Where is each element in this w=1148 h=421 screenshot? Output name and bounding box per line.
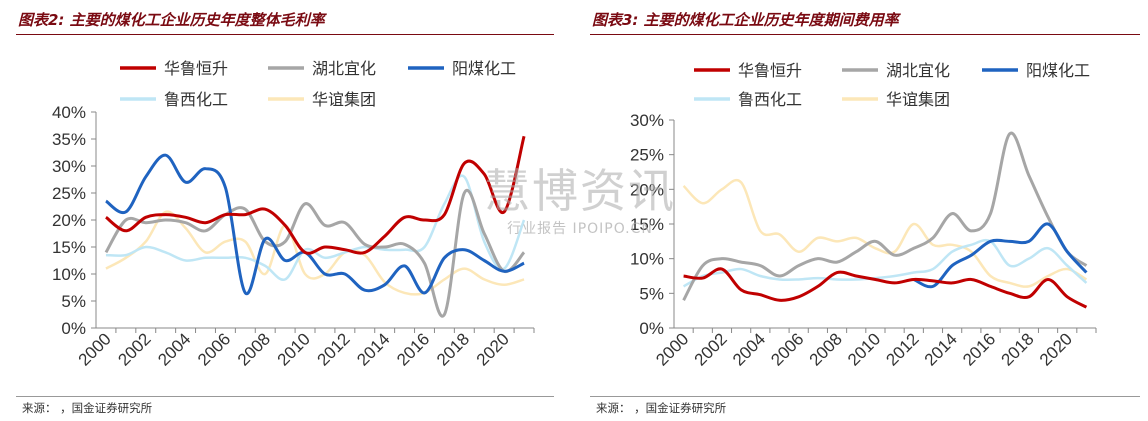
y-tick-label: 15%	[630, 215, 664, 234]
expense-ratio-line-chart: 0%5%10%15%20%25%30%200020022004200620082…	[630, 61, 1097, 370]
x-tick-label: 2012	[882, 329, 922, 369]
legend-label: 鲁西化工	[738, 90, 802, 109]
x-tick-label: 2002	[114, 329, 154, 369]
x-tick-label: 2020	[473, 329, 513, 369]
x-tick-label: 2018	[433, 329, 473, 369]
y-tick-label: 30%	[52, 157, 86, 176]
title-rule	[16, 34, 554, 35]
x-tick-label: 2010	[844, 329, 884, 369]
y-tick-label: 10%	[630, 250, 664, 269]
x-tick-label: 2008	[234, 329, 274, 369]
chart-panel-gross-margin: 图表2: 主要的煤化工企业历史年度整体毛利率 0% 5% 10% 15% 20% 25% 3…	[0, 0, 562, 421]
x-tick-label: 2010	[274, 329, 314, 369]
y-tick-label: 35%	[52, 130, 86, 149]
legend-label: 华鲁恒升	[738, 61, 802, 80]
y-tick-label: 5%	[61, 292, 86, 311]
y-tick-label: 20%	[52, 211, 86, 230]
series-line-3	[682, 238, 1088, 288]
legend-label: 华谊集团	[312, 90, 376, 109]
source-rule	[16, 396, 554, 397]
series-line-1	[104, 188, 526, 318]
x-tick-label: 2006	[767, 329, 807, 369]
legend-label: 湖北宜化	[886, 61, 950, 80]
gross-margin-line-chart: 0%5%10%15%20%25%30%35%40%2000 2002 2004 200…	[52, 59, 535, 370]
x-tick-label: 2012	[314, 329, 354, 369]
y-tick-label: 0%	[61, 319, 86, 338]
legend-label: 华鲁恒升	[164, 59, 228, 78]
legend-label: 阳煤化工	[1026, 61, 1090, 80]
series-line-0	[683, 267, 1088, 309]
source-note: 来源： ，国金证券研究所	[596, 401, 727, 415]
y-tick-label: 25%	[52, 184, 86, 203]
series-line-1	[682, 131, 1088, 301]
y-tick-label: 5%	[639, 284, 664, 303]
chart-title: 图表2: 主要的煤化工企业历史年度整体毛利率	[18, 11, 325, 29]
series-line-0	[105, 135, 526, 255]
x-tick-label: 2008	[806, 329, 846, 369]
title-rule	[590, 34, 1140, 35]
x-tick-label: 2016	[393, 329, 433, 369]
source-rule	[590, 396, 1140, 397]
x-tick-label: 2020	[1036, 329, 1076, 369]
legend-label: 阳煤化工	[452, 59, 516, 78]
series-line-4	[682, 178, 1088, 288]
legend-label: 鲁西化工	[164, 90, 228, 109]
y-tick-label: 20%	[630, 180, 664, 199]
y-tick-label: 15%	[52, 238, 86, 257]
y-tick-label: 25%	[630, 146, 664, 165]
legend-label: 湖北宜化	[312, 59, 376, 78]
source-note: 来源： ，国金证券研究所	[22, 401, 153, 415]
y-tick-label: 40%	[52, 103, 86, 122]
chart-panel-expense-ratio: 图表3: 主要的煤化工企业历史年度期间费用率 0% 5% 10% 15% 20% 25% 3…	[574, 0, 1148, 421]
x-tick-label: 2006	[194, 329, 234, 369]
legend-label: 华谊集团	[886, 90, 950, 109]
x-tick-label: 2004	[729, 329, 769, 369]
series-line-2	[105, 153, 525, 295]
x-tick-label: 2002	[691, 329, 731, 369]
x-tick-label: 2014	[353, 329, 393, 369]
x-tick-label: 2018	[998, 329, 1038, 369]
chart-title: 图表3: 主要的煤化工企业历史年度期间费用率	[592, 11, 899, 29]
x-tick-label: 2004	[154, 329, 194, 369]
y-tick-label: 0%	[639, 319, 664, 338]
x-tick-label: 2014	[921, 329, 961, 369]
y-tick-label: 30%	[630, 111, 664, 130]
x-tick-label: 2016	[959, 329, 999, 369]
series-line-2	[913, 222, 1088, 289]
y-tick-label: 10%	[52, 265, 86, 284]
